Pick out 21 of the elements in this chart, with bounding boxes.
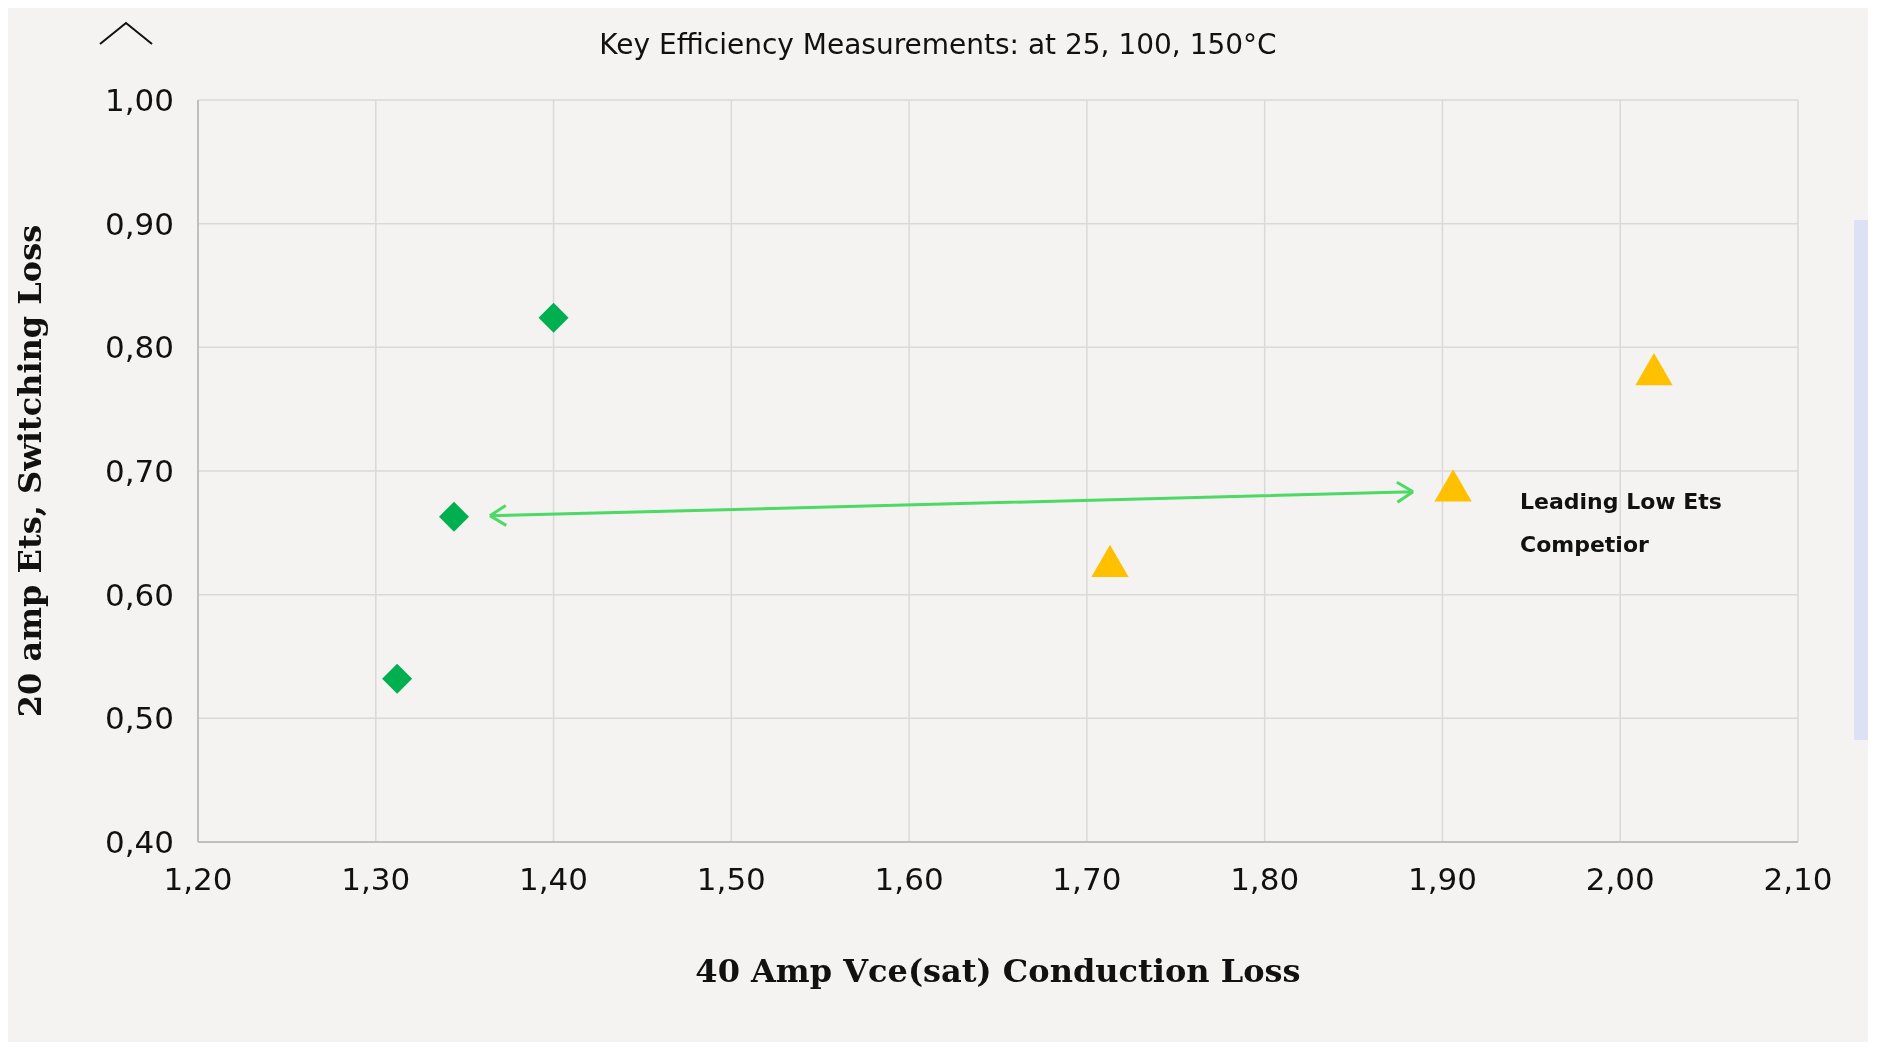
x-tick-label: 1,20 [163, 861, 233, 898]
y-tick-label: 0,70 [104, 453, 174, 490]
x-tick-label: 1,60 [874, 861, 944, 898]
y-tick-label: 0,40 [104, 824, 174, 861]
x-tick-label: 2,00 [1585, 861, 1655, 898]
y-tick-label: 0,60 [104, 576, 174, 613]
y-tick-label: 0,50 [104, 700, 174, 737]
x-tick-label: 1,30 [341, 861, 411, 898]
y-tick-label: 0,80 [104, 329, 174, 366]
y-tick-label: 0,90 [104, 205, 174, 242]
x-tick-label: 1,50 [696, 861, 766, 898]
chart-title: Key Efficiency Measurements: at 25, 100, 150°C [598, 28, 1278, 61]
x-tick-label: 1,90 [1407, 861, 1477, 898]
y-tick-label: 1,00 [104, 82, 174, 118]
x-axis-title: 40 Amp Vce(sat) Conduction Loss [695, 952, 1301, 990]
x-tick-label: 1,80 [1230, 861, 1300, 898]
x-tick-label: 2,10 [1763, 861, 1833, 898]
annotation: Leading Low Ets Competior [1520, 488, 1723, 559]
x-tick-label: 1,70 [1052, 861, 1122, 898]
y-axis-title: 20 amp Ets, Switching Loss [11, 224, 50, 718]
x-tick-label: 1,40 [519, 861, 589, 898]
